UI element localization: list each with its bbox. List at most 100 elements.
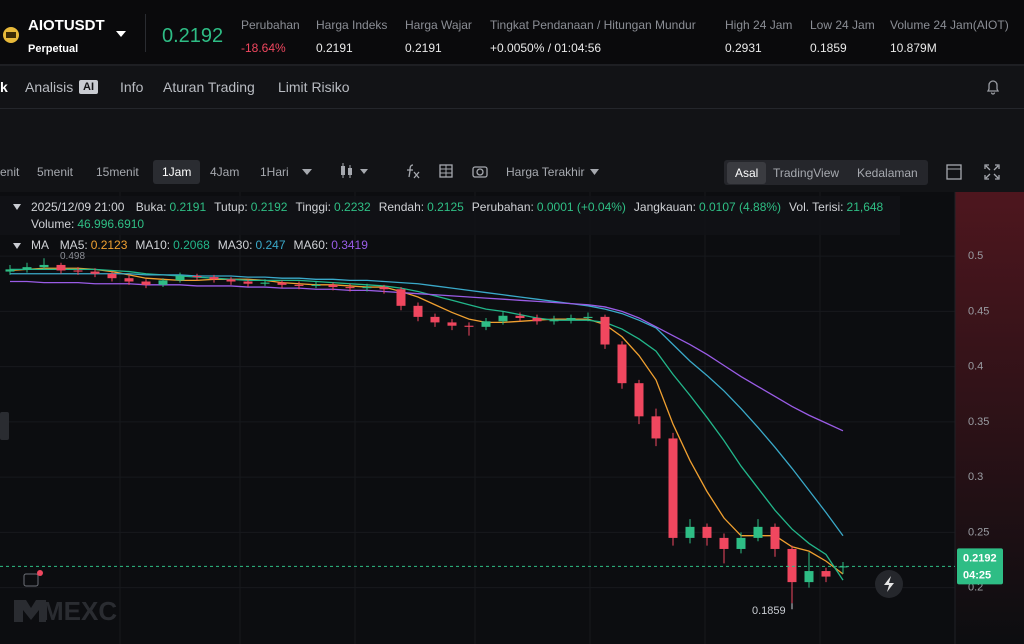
interval-selected[interactable]: 1Jam [153, 160, 201, 184]
symbol-dropdown[interactable] [115, 30, 127, 38]
info-label: Perubahan: [471, 200, 534, 214]
chart-type-icon[interactable] [338, 163, 370, 179]
stat-label: High 24 Jam [725, 18, 793, 32]
candle-body [685, 526, 695, 538]
candle-body [753, 526, 763, 538]
candle-body [226, 279, 236, 282]
candle-body [702, 526, 712, 538]
interval[interactable]: 15menit [96, 165, 139, 179]
candle-body [787, 548, 797, 583]
legend-label: MA10: [135, 238, 171, 252]
info-value: 46.996.6910 [77, 217, 145, 231]
legend-title: MA [31, 238, 49, 252]
side-handle[interactable] [0, 412, 9, 440]
fullscreen-icon[interactable] [984, 164, 1000, 180]
stat-label: Tingkat Pendanaan / Hitungan Mundur [490, 18, 696, 32]
candle-body [328, 284, 338, 288]
candle-body [413, 305, 423, 317]
tab[interactable]: Info [120, 79, 144, 95]
candle-body [447, 322, 457, 326]
info-label: Rendah: [378, 200, 425, 214]
tab[interactable]: Aturan Trading [163, 79, 255, 95]
candle-body [22, 267, 32, 270]
price-type[interactable]: Harga Terakhir [506, 165, 585, 179]
info-row: Volume: 46.996.6910 [0, 214, 900, 235]
info-label: Jangkauan: [633, 200, 696, 214]
contract-type: Perpetual [28, 43, 79, 55]
last-price-label: 0.2192 [963, 552, 997, 564]
tab[interactable]: Limit Risiko [278, 79, 350, 95]
layout-icon[interactable] [438, 163, 454, 179]
candle-body [345, 287, 355, 289]
candle-body [124, 278, 134, 282]
symbol[interactable]: AIOTUSDT [28, 17, 105, 34]
stat-label: Harga Wajar [405, 18, 472, 32]
candle-body [600, 316, 610, 345]
watermark: MEXC [42, 596, 117, 626]
v-grid [119, 192, 821, 644]
stat-label: Low 24 Jam [810, 18, 875, 32]
interval[interactable]: 5menit [37, 165, 74, 179]
alert-dot [37, 570, 43, 576]
chart-background [0, 192, 1024, 644]
candle-body [158, 280, 168, 285]
tab[interactable]: k [0, 79, 8, 95]
candle-body [362, 287, 372, 289]
tab-bar: k Analisis AI Info Aturan Trading Limit … [0, 66, 1024, 109]
collapse-icon[interactable] [13, 204, 21, 210]
indicator-icon[interactable] [404, 163, 420, 179]
candle-body [464, 325, 474, 327]
collapse-icon[interactable] [13, 243, 21, 249]
candle-body [566, 317, 576, 321]
interval[interactable]: enit [0, 165, 20, 179]
candle-body [498, 315, 508, 322]
candle-body [107, 273, 117, 279]
coin-icon [3, 27, 19, 43]
screenshot-icon[interactable] [472, 163, 488, 179]
legend-label: MA60: [293, 238, 329, 252]
view[interactable]: TradingView [773, 166, 840, 180]
y-tick-label: 0.2 [968, 582, 983, 594]
interval-dropdown[interactable] [302, 169, 312, 175]
candle-body [770, 526, 780, 549]
tab[interactable]: Analisis [25, 79, 74, 95]
candle-body [277, 282, 287, 285]
stat-value: 0.1859 [810, 41, 847, 55]
y-tick-label: 0.35 [968, 416, 989, 428]
last-price-tag [957, 548, 1003, 585]
bell-icon[interactable] [985, 79, 1001, 95]
candle-body [515, 315, 525, 318]
stat-value: 10.879M [890, 41, 937, 55]
view-selected[interactable]: Asal [727, 162, 767, 184]
stat-value: 0.2191 [316, 41, 353, 55]
y-tick-label: 0.25 [968, 526, 989, 538]
candle-body [379, 287, 389, 290]
series [9, 267, 844, 581]
legend-value: 0.247 [255, 238, 286, 252]
info-value: 0.0107 (4.88%) [698, 200, 782, 214]
candle-body [804, 571, 814, 583]
y-tick-label: 0.45 [968, 305, 989, 317]
ma-line [9, 267, 844, 575]
header: AIOTUSDT Perpetual 0.2192 Perubahan -18.6… [0, 0, 1024, 66]
info-value: 0.2232 [334, 200, 371, 214]
candle-body [634, 383, 644, 417]
candle-body [736, 537, 746, 549]
info-label: Tinggi: [295, 200, 332, 214]
y-tick-label: 0.4 [968, 361, 983, 373]
view[interactable]: Kedalaman [857, 166, 918, 180]
countdown-label: 04:25 [963, 569, 991, 581]
candle-body [617, 344, 627, 384]
info-value: 0.0001 (+0.04%) [536, 200, 626, 214]
legend: MA MA5: 0.2123 MA10: 0.2068 MA30: 0.247 MA60: 0… [0, 238, 368, 252]
interval[interactable]: 1Hari [260, 165, 289, 179]
price-type-dropdown[interactable] [590, 169, 599, 175]
panel-icon[interactable] [946, 164, 962, 180]
alert-icon[interactable] [23, 573, 39, 587]
interval[interactable]: 4Jam [210, 165, 240, 179]
candle-body [549, 320, 559, 322]
lightning-icon [884, 576, 894, 592]
low-annotation: 0.1859 [752, 605, 786, 617]
